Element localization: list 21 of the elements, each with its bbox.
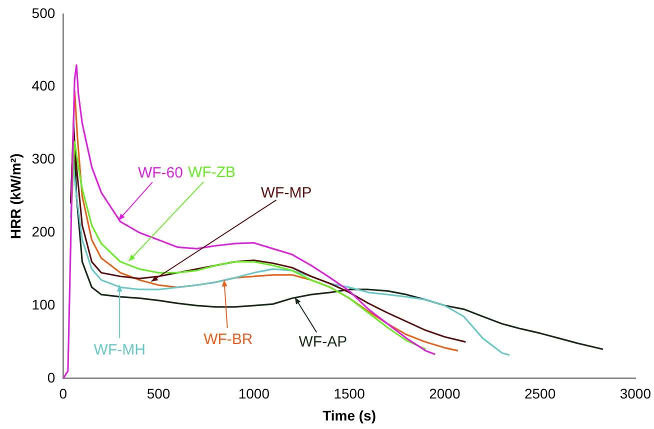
x-tick-label: 2000	[429, 386, 460, 402]
y-tick-label: 200	[32, 224, 56, 240]
y-tick-label: 500	[32, 4, 56, 21]
y-tick-label: 300	[32, 150, 56, 167]
annotation: WF-ZB	[188, 164, 236, 182]
x-tick-label: 2500	[524, 386, 556, 402]
y-tick-label: 100	[32, 296, 56, 312]
annotation: WF-MP	[260, 184, 312, 202]
y-tick-label: 0	[47, 369, 56, 386]
annotation: WF-AP	[298, 334, 348, 351]
annotation: WF-60	[138, 164, 183, 182]
x-tick-label: 500	[146, 386, 170, 402]
x-tick-label: 3000	[620, 386, 652, 402]
x-tick-label: 1000	[238, 386, 270, 402]
x-axis-title: Time (s)	[322, 407, 376, 424]
x-tick-label: 1500	[334, 386, 366, 402]
annotation: WF-MH	[94, 341, 146, 358]
y-axis-title: HRR (kW/m²)	[7, 153, 24, 239]
annotation: WF-BR	[204, 331, 253, 348]
y-tick-label: 400	[32, 78, 56, 94]
x-tick-label: 0	[59, 386, 68, 402]
